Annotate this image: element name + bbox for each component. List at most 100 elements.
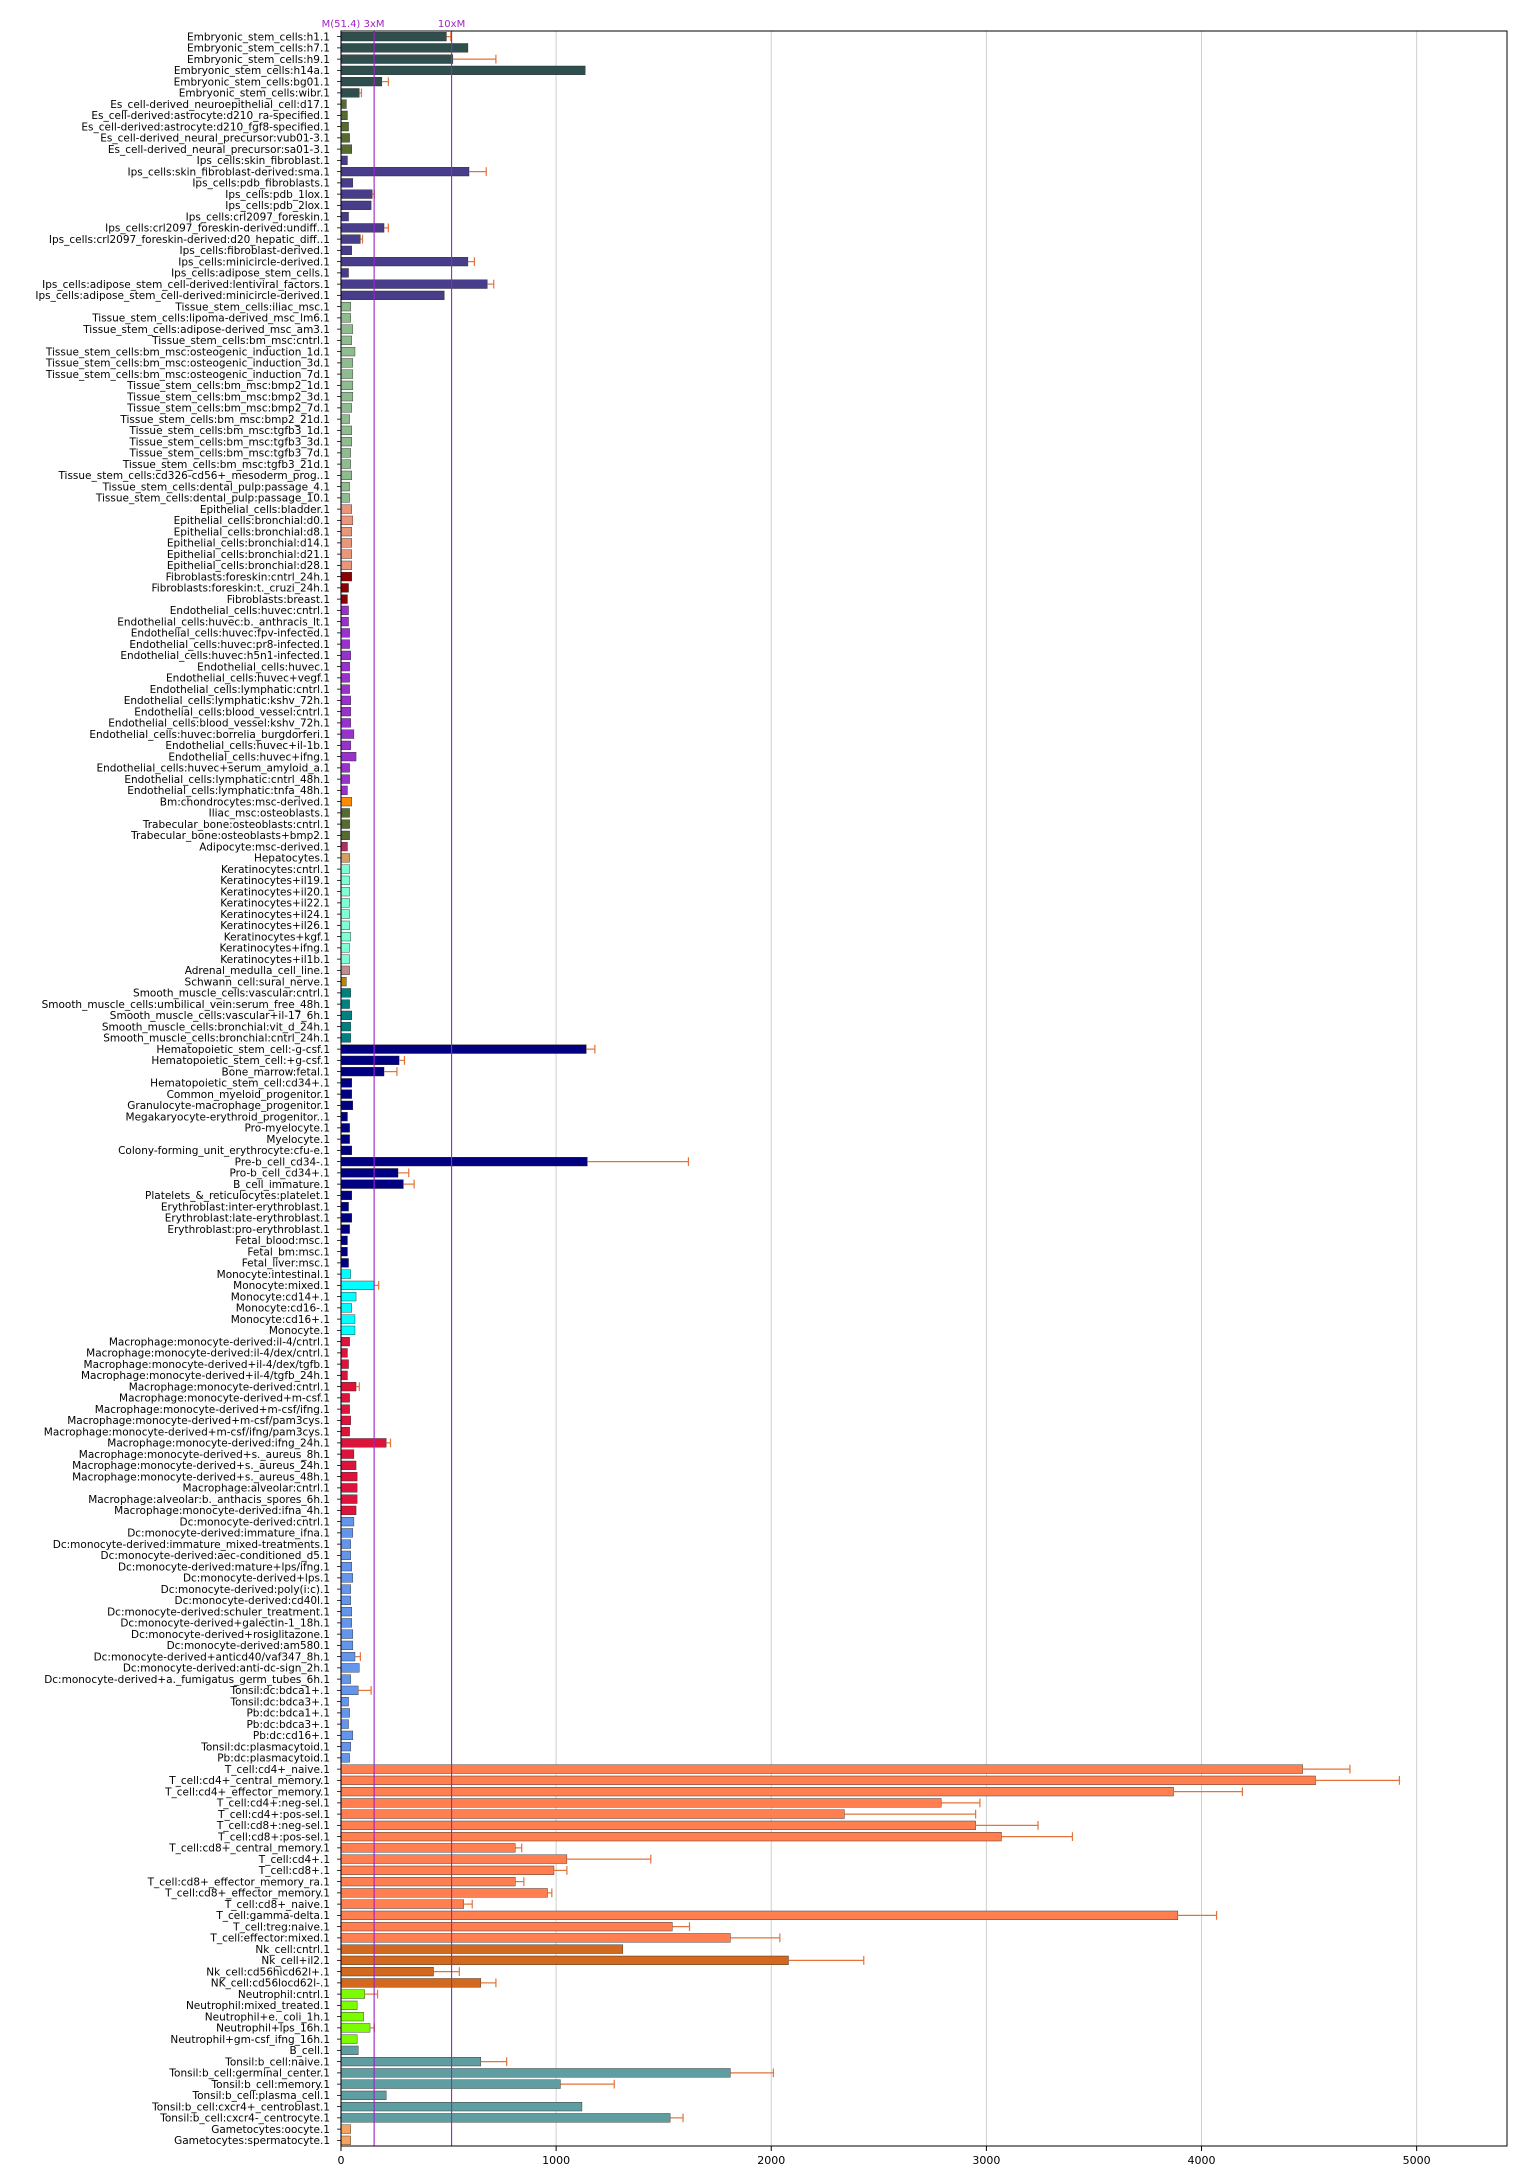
- category-label-53: Endothelial_cells:huvec:fpv-infected.1: [131, 628, 330, 640]
- bar-163: [340, 1865, 555, 1875]
- plot-frame: [340, 30, 1508, 2147]
- bar-8: [340, 122, 349, 132]
- category-label-74: Keratinocytes:cntrl.1: [221, 864, 330, 876]
- bar-167: [340, 1910, 1179, 1920]
- category-label-33: Tissue_stem_cells:bm_msc:bmp2_7d.1: [126, 403, 330, 415]
- bar-97: [340, 1123, 350, 1133]
- bar-136: [340, 1562, 352, 1572]
- bar-41: [340, 493, 350, 503]
- bar-127: [340, 1460, 357, 1470]
- x-tick-label-4: 4000: [1188, 2154, 1216, 2167]
- category-label-79: Keratinocytes+il26.1: [220, 920, 330, 932]
- category-label-164: T_cell:cd8+_effector_memory_ra.1: [147, 1876, 330, 1888]
- category-label-70: Trabecular_bone:osteoblasts:cntrl.1: [142, 819, 330, 831]
- bar-25: [340, 313, 351, 323]
- bar-71: [340, 830, 350, 840]
- category-label-58: Endothelial_cells:lymphatic:cntrl.1: [150, 684, 330, 696]
- bar-14: [340, 189, 373, 199]
- category-label-11: Ips_cells:skin_fibroblast.1: [197, 155, 330, 167]
- category-label-144: Dc:monocyte-derived+anticd40/vaf347_8h.1: [94, 1651, 330, 1663]
- bar-27: [340, 335, 352, 345]
- bar-1: [340, 43, 469, 53]
- category-label-163: T_cell:cd8+.1: [258, 1865, 330, 1877]
- bar-160: [340, 1832, 1002, 1842]
- category-label-25: Tissue_stem_cells:lipoma-derived_msc_lm6…: [91, 313, 330, 325]
- category-label-148: Tonsil:dc:bdca3+.1: [229, 1696, 330, 1708]
- category-label-67: Endothelial_cells:lymphatic:tnfa_48h.1: [127, 785, 330, 797]
- category-label-119: Macrophage:monocyte-derived+il-4/tgfb_24…: [81, 1370, 330, 1382]
- category-label-172: Nk_cell:cd56hicd62l+.1: [206, 1966, 330, 1978]
- category-label-27: Tissue_stem_cells:bm_msc:cntrl.1: [151, 335, 330, 347]
- bar-52: [340, 617, 349, 627]
- bar-135: [340, 1550, 351, 1560]
- category-label-10: Es_cell-derived_neural_precursor:sa01-3.…: [108, 144, 330, 156]
- bar-161: [340, 1843, 516, 1853]
- category-label-15: Ips_cells:pdb_2lox.1: [225, 200, 330, 212]
- category-label-161: T_cell:cd8+_central_memory.1: [168, 1843, 330, 1855]
- category-label-122: Macrophage:monocyte-derived+m-csf/ifng.1: [95, 1404, 330, 1416]
- bar-133: [340, 1528, 354, 1538]
- category-label-173: NK_cell:cd56locd62l-.1: [211, 1978, 330, 1990]
- category-label-111: Monocyte:mixed.1: [233, 1280, 330, 1292]
- bar-81: [340, 943, 350, 953]
- bar-119: [340, 1370, 348, 1380]
- bar-36: [340, 437, 352, 447]
- category-label-47: Epithelial_cells:bronchial:d28.1: [167, 560, 330, 572]
- bar-55: [340, 650, 351, 660]
- bar-176: [340, 2012, 364, 2022]
- bar-35: [340, 425, 352, 435]
- category-label-57: Endothelial_cells:huvec+vegf.1: [166, 673, 330, 685]
- category-label-123: Macrophage:monocyte-derived+m-csf/pam3cy…: [67, 1415, 330, 1427]
- bar-116: [340, 1337, 350, 1347]
- category-label-5: Embryonic_stem_cells:wibr.1: [179, 88, 330, 100]
- bar-61: [340, 718, 351, 728]
- category-label-153: Pb:dc:plasmacytoid.1: [217, 1753, 330, 1765]
- bar-38: [340, 459, 351, 469]
- category-label-145: Dc:monocyte-derived:anti-dc-sign_2h.1: [123, 1663, 330, 1675]
- category-label-83: Adrenal_medulla_cell_line.1: [185, 965, 330, 977]
- category-label-165: T_cell:cd8+_effector_memory.1: [164, 1888, 330, 1900]
- category-label-77: Keratinocytes+il22.1: [220, 898, 330, 910]
- bar-18: [340, 234, 361, 244]
- category-label-26: Tissue_stem_cells:adipose-derived_msc_am…: [82, 324, 330, 336]
- category-label-103: Platelets_&_reticulocytes:platelet.1: [145, 1190, 330, 1202]
- category-label-30: Tissue_stem_cells:bm_msc:osteogenic_indu…: [45, 369, 330, 381]
- bar-106: [340, 1224, 350, 1234]
- x-tick-label-3: 3000: [972, 2154, 1000, 2167]
- bar-180: [340, 2057, 482, 2067]
- category-label-60: Endothelial_cells:blood_vessel:cntrl.1: [134, 706, 330, 718]
- bar-110: [340, 1269, 351, 1279]
- category-label-22: Ips_cells:adipose_stem_cell-derived:lent…: [42, 279, 330, 291]
- bar-159: [340, 1820, 976, 1830]
- bar-181: [340, 2068, 731, 2078]
- category-label-147: Tonsil:dc:bdca1+.1: [229, 1685, 330, 1697]
- category-label-168: T_cell:treg:naive.1: [232, 1921, 330, 1933]
- x-tick-label-0: 0: [338, 2154, 345, 2167]
- bar-65: [340, 763, 350, 773]
- bar-53: [340, 628, 350, 638]
- bar-31: [340, 380, 354, 390]
- bar-70: [340, 819, 350, 829]
- bar-76: [340, 887, 350, 897]
- bar-66: [340, 774, 350, 784]
- category-label-176: Neutrophil+e._coli_1h.1: [205, 2011, 330, 2023]
- category-label-141: Dc:monocyte-derived+galectin-1_18h.1: [120, 1618, 330, 1630]
- category-label-81: Keratinocytes+ifng.1: [220, 943, 330, 955]
- category-label-126: Macrophage:monocyte-derived+s._aureus_8h…: [79, 1449, 330, 1461]
- category-label-152: Tonsil:dc:plasmacytoid.1: [200, 1741, 330, 1753]
- bar-187: [340, 2135, 351, 2145]
- bar-13: [340, 178, 354, 188]
- bar-45: [340, 538, 352, 548]
- bar-102: [340, 1179, 404, 1189]
- category-label-158: T_cell:cd4+:pos-sel.1: [217, 1809, 330, 1821]
- category-label-121: Macrophage:monocyte-derived+m-csf.1: [119, 1393, 330, 1405]
- category-label-7: Es_cell-derived:astrocyte:d210_ra-specif…: [91, 110, 330, 122]
- category-label-24: Tissue_stem_cells:iliac_msc.1: [174, 301, 330, 313]
- bar-150: [340, 1719, 349, 1729]
- category-label-62: Endothelial_cells:huvec:borrelia_burgdor…: [89, 729, 330, 741]
- category-label-156: T_cell:cd4+_effector_memory.1: [164, 1786, 330, 1798]
- bar-62: [340, 729, 355, 739]
- bar-24: [340, 302, 351, 312]
- category-label-139: Dc:monocyte-derived:cd40l.1: [175, 1595, 330, 1607]
